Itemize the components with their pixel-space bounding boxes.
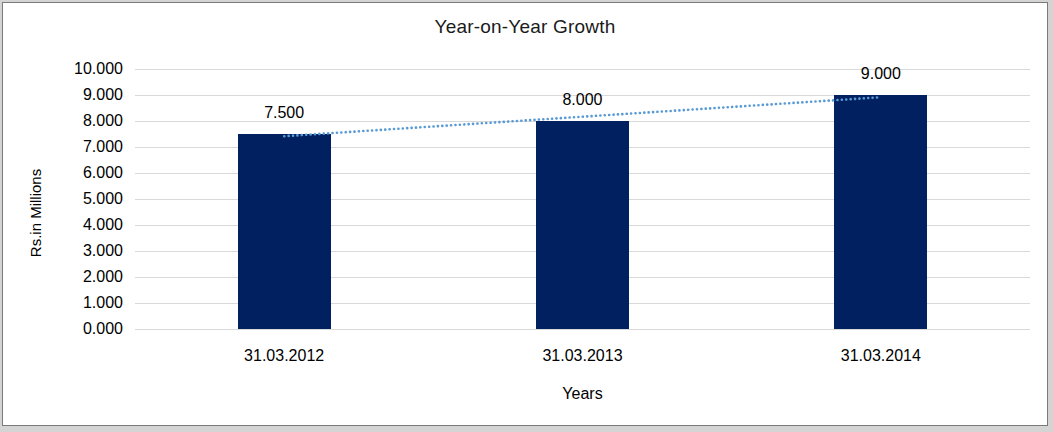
gridline	[135, 329, 1030, 330]
y-axis-tick-label: 2.000	[43, 268, 123, 286]
x-axis-title: Years	[135, 385, 1030, 403]
y-axis-tick-label: 1.000	[43, 294, 123, 312]
trendline	[135, 69, 1030, 329]
y-axis-tick-label: 6.000	[43, 164, 123, 182]
plot-area: 7.5008.0009.000	[135, 69, 1030, 329]
y-axis-tick-label: 5.000	[43, 190, 123, 208]
y-axis-tick-label: 7.000	[43, 138, 123, 156]
y-axis-tick-label: 10.000	[43, 60, 123, 78]
chart-canvas: Year-on-Year Growth Rs.in Millions 7.500…	[0, 0, 1053, 432]
y-axis-tick-label: 0.000	[43, 320, 123, 338]
x-axis-category-label: 31.03.2014	[781, 347, 981, 365]
y-axis-tick-label: 9.000	[43, 86, 123, 104]
y-axis-tick-label: 4.000	[43, 216, 123, 234]
x-axis-category-label: 31.03.2012	[184, 347, 384, 365]
chart-frame: Year-on-Year Growth Rs.in Millions 7.500…	[2, 2, 1048, 426]
x-axis-category-label: 31.03.2013	[483, 347, 683, 365]
y-axis-tick-label: 3.000	[43, 242, 123, 260]
trendline-path	[284, 97, 881, 136]
chart-title: Year-on-Year Growth	[3, 16, 1047, 38]
y-axis-tick-label: 8.000	[43, 112, 123, 130]
